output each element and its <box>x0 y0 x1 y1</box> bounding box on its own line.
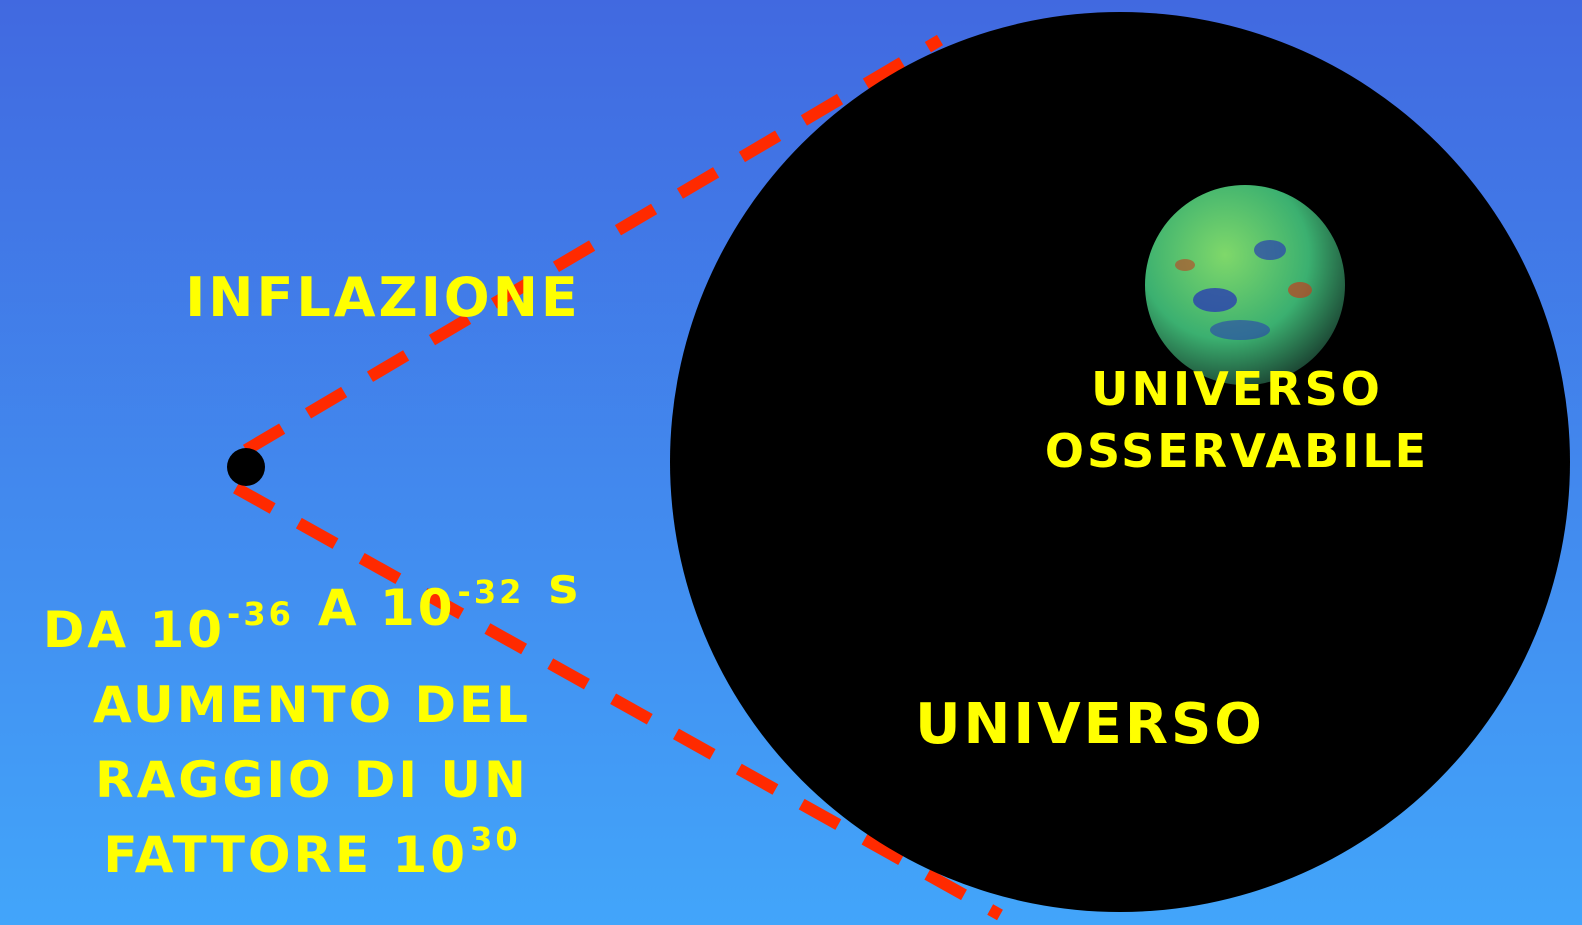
caption-text: RAGGIO DI UN <box>95 751 529 809</box>
caption-text: FATTORE 10 <box>103 826 468 884</box>
blotch <box>1254 240 1286 260</box>
caption-text: A 10 <box>318 579 456 637</box>
caption-text: AUMENTO DEL <box>93 676 531 734</box>
superscript: -36 <box>227 595 294 633</box>
blotch <box>1210 320 1270 340</box>
caption-text: DA 10 <box>43 601 225 659</box>
caption-text: s <box>548 557 581 615</box>
caption-line: RAGGIO DI UN <box>95 751 529 809</box>
superscript: -32 <box>458 573 525 611</box>
blotch <box>1193 288 1237 312</box>
universe-circle <box>670 12 1570 912</box>
caption-line: DA 10-36 A 10-32 s <box>43 557 581 659</box>
caption-line: AUMENTO DEL <box>93 676 531 734</box>
superscript: 30 <box>470 820 521 858</box>
blotch <box>1175 259 1195 271</box>
caption: DA 10-36 A 10-32 s AUMENTO DEL RAGGIO DI UN F… <box>43 557 581 884</box>
caption-line: FATTORE 1030 <box>103 820 520 884</box>
cone-lines <box>233 34 1003 921</box>
universe-label: UNIVERSO <box>915 692 1265 757</box>
blotch <box>1288 282 1312 298</box>
observable-line: OSSERVABILE <box>1045 424 1429 478</box>
lower-dashed-line <box>233 482 1003 921</box>
upper-dashed-line <box>242 34 944 456</box>
cmb-sphere <box>1145 185 1345 385</box>
initial-point <box>227 448 265 486</box>
observable-line: UNIVERSO <box>1091 362 1383 416</box>
sphere <box>1145 185 1345 385</box>
title: INFLAZIONE <box>185 266 581 329</box>
